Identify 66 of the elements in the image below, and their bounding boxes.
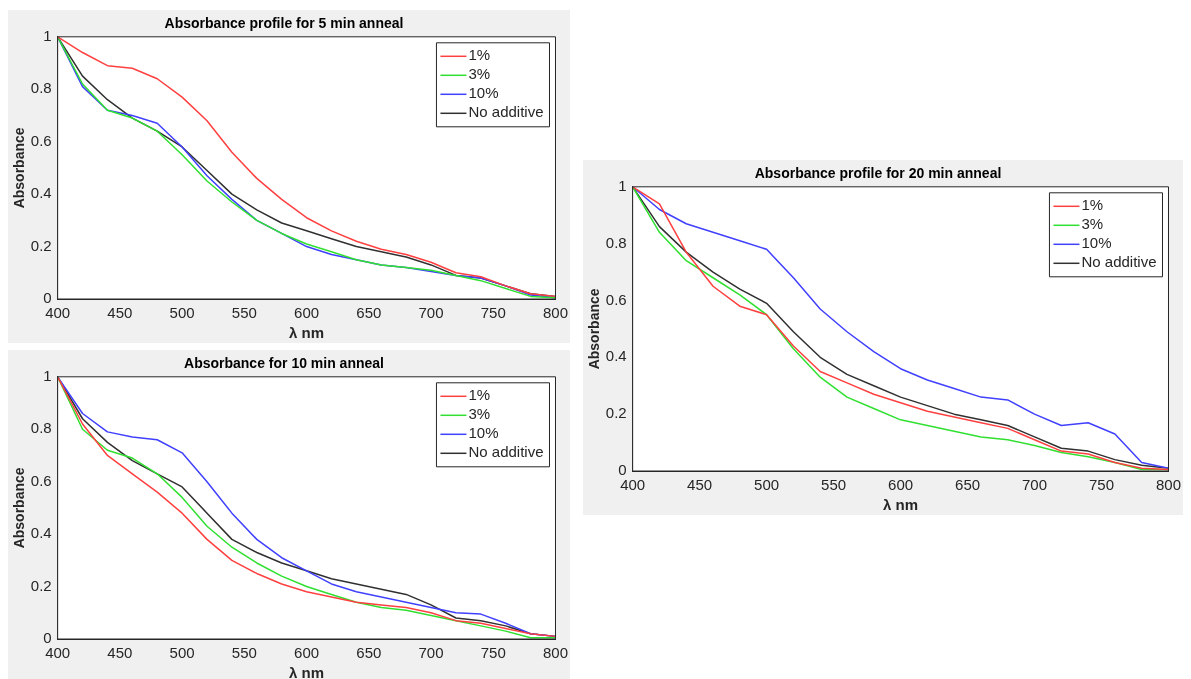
chart-title: Absorbance profile for 20 min anneal — [754, 165, 1002, 182]
x-tick-label: 550 — [231, 644, 257, 662]
x-tick-label: 700 — [418, 644, 444, 662]
x-tick-label: 450 — [107, 304, 133, 322]
x-tick-label: 400 — [620, 476, 646, 494]
chart-title: Absorbance for 10 min anneal — [184, 355, 384, 372]
x-tick-label: 600 — [294, 304, 320, 322]
legend-label: 3% — [468, 65, 491, 83]
x-tick-label: 400 — [45, 644, 71, 662]
x-tick-label: 550 — [231, 304, 257, 322]
x-tick-label: 750 — [1088, 476, 1115, 494]
y-tick-label: 1 — [43, 366, 52, 384]
x-tick-label: 500 — [169, 304, 195, 322]
x-tick-label: 700 — [418, 304, 444, 322]
x-axis-title: λ nm — [289, 664, 325, 679]
y-tick-label: 0.4 — [605, 347, 627, 365]
y-tick-label: 0.8 — [605, 233, 627, 251]
y-axis-title: Absorbance — [11, 467, 28, 549]
x-tick-label: 800 — [542, 304, 568, 322]
y-axis-title: Absorbance — [586, 288, 603, 370]
y-tick-label: 0.8 — [30, 419, 52, 437]
legend-label: No additive — [468, 443, 544, 461]
y-tick-label: 0.2 — [605, 404, 627, 422]
y-tick-label: 0.6 — [30, 131, 52, 149]
y-tick-label: 0.4 — [30, 524, 52, 542]
legend-label: 10% — [1081, 234, 1112, 252]
legend-label: 3% — [468, 405, 491, 423]
x-tick-label: 600 — [294, 644, 320, 662]
legend-label: 10% — [468, 424, 499, 442]
y-tick-label: 0.6 — [605, 290, 627, 308]
legend-label: No additive — [1081, 253, 1157, 271]
legend-label: 3% — [1081, 215, 1104, 233]
legend-label: 1% — [468, 46, 491, 64]
x-tick-label: 750 — [480, 644, 506, 662]
y-axis-title: Absorbance — [11, 127, 28, 209]
legend-label: 1% — [468, 386, 491, 404]
legend-label: 1% — [1081, 196, 1104, 214]
y-tick-label: 0.8 — [30, 79, 52, 97]
x-tick-label: 650 — [356, 304, 382, 322]
x-tick-label: 450 — [687, 476, 713, 494]
x-tick-label: 800 — [1155, 476, 1181, 494]
y-tick-label: 1 — [618, 176, 627, 194]
y-tick-label: 0.6 — [30, 471, 52, 489]
y-tick-label: 1 — [43, 26, 52, 44]
y-tick-label: 0 — [43, 629, 52, 647]
x-tick-label: 500 — [754, 476, 780, 494]
legend-label: 10% — [468, 84, 499, 102]
x-tick-label: 600 — [888, 476, 914, 494]
x-tick-label: 650 — [955, 476, 981, 494]
y-tick-label: 0 — [618, 461, 627, 479]
x-tick-label: 650 — [356, 644, 382, 662]
y-tick-label: 0.2 — [30, 576, 52, 594]
x-tick-label: 750 — [480, 304, 506, 322]
y-tick-label: 0 — [43, 289, 52, 307]
legend-label: No additive — [468, 103, 544, 121]
x-tick-label: 550 — [821, 476, 847, 494]
x-tick-label: 700 — [1022, 476, 1048, 494]
x-tick-label: 400 — [45, 304, 71, 322]
y-tick-label: 0.2 — [30, 236, 52, 254]
x-axis-title: λ nm — [883, 496, 919, 514]
x-tick-label: 450 — [107, 644, 133, 662]
y-tick-label: 0.4 — [30, 184, 52, 202]
x-tick-label: 500 — [169, 644, 195, 662]
x-tick-label: 800 — [542, 644, 568, 662]
chart-title: Absorbance profile for 5 min anneal — [164, 15, 404, 32]
x-axis-title: λ nm — [289, 324, 325, 342]
